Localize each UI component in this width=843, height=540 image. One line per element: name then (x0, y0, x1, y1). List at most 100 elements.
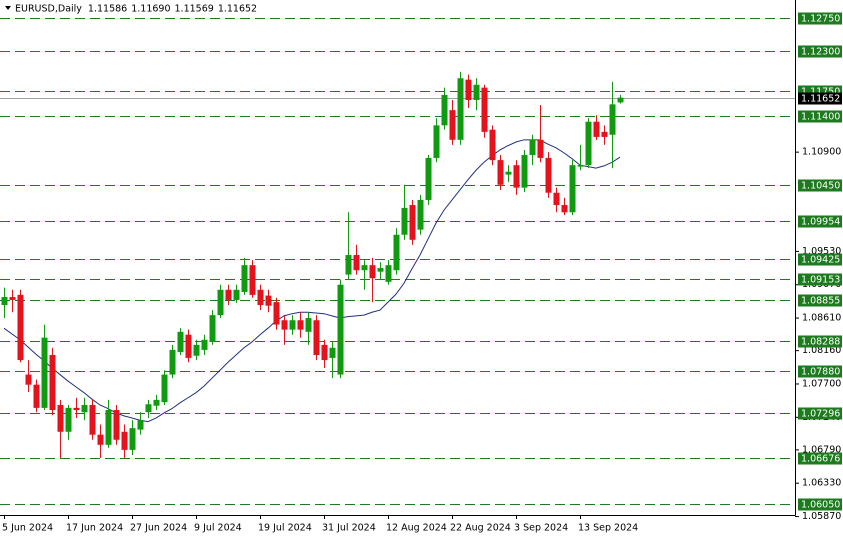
candle-body (329, 347, 336, 358)
level-label-box (798, 110, 842, 123)
level-label: 1.09425 (801, 255, 840, 266)
candle-body (121, 431, 128, 450)
candle-body (433, 125, 440, 158)
candle-body (417, 199, 424, 230)
x-tick-label: 17 Jun 2024 (66, 523, 123, 534)
candle-body (49, 354, 56, 411)
level-label: 1.10450 (801, 181, 840, 192)
moving-average (3, 139, 621, 423)
candle-body (281, 320, 288, 330)
candle-body (401, 207, 408, 235)
candle-body (81, 404, 88, 413)
candles (1, 71, 624, 458)
candle-body (1, 297, 8, 306)
candle-body (161, 374, 168, 403)
candle-body (25, 374, 32, 385)
x-tick-label: 12 Aug 2024 (386, 523, 447, 534)
level-label-box (798, 273, 842, 286)
candle-body (385, 265, 392, 282)
candle-body (297, 320, 304, 330)
candle-body (361, 265, 368, 271)
candle-body (457, 78, 464, 140)
candle-body (169, 349, 176, 375)
candle-body (465, 79, 472, 100)
level-label: 1.09954 (801, 217, 840, 228)
candle-body (313, 320, 320, 355)
quote-value: 1.11586 (88, 4, 127, 15)
axis-labels: 1.058701.063301.067901.072401.077001.081… (2, 12, 842, 534)
candle-body (97, 434, 104, 445)
level-label-box (798, 45, 842, 58)
level-label-box (798, 294, 842, 307)
chart-title: EURUSD,Daily (15, 4, 82, 15)
x-tick-label: 31 Jul 2024 (322, 523, 376, 534)
level-label: 1.12300 (801, 47, 840, 58)
candle-body (601, 131, 608, 137)
candle-body (193, 344, 200, 356)
y-tick-label: 1.07700 (802, 378, 841, 389)
candle-body (377, 268, 384, 272)
candle-body (209, 315, 216, 342)
candle-body (513, 165, 520, 188)
candle-body (145, 404, 152, 413)
y-tick-label: 1.10900 (802, 147, 841, 158)
candle-body (217, 289, 224, 316)
candle-body (65, 407, 72, 432)
x-tick-label: 13 Sep 2024 (578, 523, 638, 534)
candle-body (137, 420, 144, 430)
candle-body (537, 139, 544, 158)
candle-body (265, 295, 272, 306)
level-label: 1.09153 (801, 275, 840, 286)
candle-body (321, 344, 328, 361)
candle-body (177, 331, 184, 353)
candle-body (249, 265, 256, 295)
candle-body (425, 157, 432, 200)
level-label-box (798, 407, 842, 420)
candle-body (337, 284, 344, 375)
x-tick-label: 9 Jul 2024 (194, 523, 242, 534)
level-label-box (798, 179, 842, 192)
candle-body (185, 334, 192, 358)
candle-body (577, 165, 584, 167)
level-label: 1.12750 (801, 14, 840, 25)
level-label-box (798, 365, 842, 378)
candle-body (617, 97, 624, 103)
menu-arrow[interactable] (5, 6, 11, 10)
y-tick-label: 1.06790 (802, 444, 841, 455)
level-label-box (798, 452, 842, 465)
candle-body (289, 320, 296, 330)
level-label: 1.07880 (801, 367, 840, 378)
candle-body (545, 157, 552, 193)
candle-body (441, 94, 448, 126)
candle-body (105, 410, 112, 445)
quote-value: 1.11652 (218, 4, 257, 15)
x-tick-label: 22 Aug 2024 (450, 523, 511, 534)
bid-label-box (798, 92, 842, 105)
candle-body (521, 155, 528, 188)
candle-body (489, 129, 496, 161)
level-label: 1.06050 (801, 500, 840, 511)
candle-body (353, 255, 360, 271)
level-label: 1.07296 (801, 409, 840, 420)
candle-body (129, 428, 136, 450)
candle-body (481, 87, 488, 132)
quote-value: 1.11569 (175, 4, 214, 15)
candle-body (41, 337, 48, 408)
candle-body (497, 160, 504, 185)
candle-body (473, 84, 480, 100)
candle-body (593, 121, 600, 137)
y-tick-label: 1.06330 (802, 478, 841, 489)
x-tick-label: 5 Jun 2024 (2, 523, 53, 534)
candle-body (225, 289, 232, 300)
x-tick-label: 3 Sep 2024 (514, 523, 568, 534)
candle-body (153, 399, 160, 406)
quote-value: 1.11690 (131, 4, 170, 15)
level-label: 1.08855 (801, 296, 840, 307)
level-label: 1.06676 (801, 454, 840, 465)
candle-body (609, 104, 616, 135)
candle-body (393, 234, 400, 271)
candle-body (33, 384, 40, 408)
candle-body (113, 410, 120, 440)
